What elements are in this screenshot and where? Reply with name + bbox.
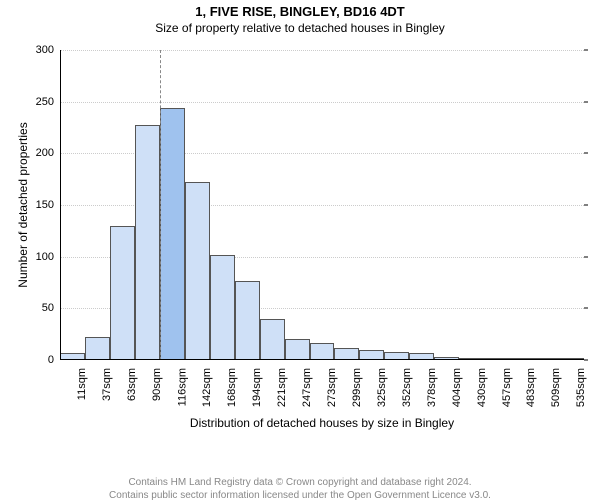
x-tick-label: 378sqm: [426, 368, 438, 407]
chart-title-2: Size of property relative to detached ho…: [0, 21, 600, 35]
bar: [260, 319, 285, 360]
bar: [160, 108, 185, 360]
x-tick-label: 90sqm: [151, 368, 163, 401]
footer-line-1: Contains HM Land Registry data © Crown c…: [0, 476, 600, 489]
bar: [210, 255, 235, 360]
x-tick-label: 509sqm: [551, 368, 563, 407]
y-tick-label: 0: [48, 354, 60, 366]
x-tick-label: 247sqm: [301, 368, 313, 407]
bar: [235, 281, 260, 360]
footer-line-2: Contains public sector information licen…: [0, 489, 600, 502]
x-tick-label: 37sqm: [101, 368, 113, 401]
bar-chart: 050100150200250300 11sqm37sqm63sqm90sqm1…: [60, 50, 584, 360]
bar: [310, 343, 335, 360]
reference-vline: [160, 50, 161, 360]
y-tick-label: 300: [36, 44, 60, 56]
x-tick-label: 483sqm: [526, 368, 538, 407]
x-tick-label: 273sqm: [326, 368, 338, 407]
x-axis-label: Distribution of detached houses by size …: [60, 416, 584, 430]
x-tick-label: 352sqm: [401, 368, 413, 407]
y-tick-label: 250: [36, 96, 60, 108]
y-tick-label: 200: [36, 147, 60, 159]
x-tick-label: 63sqm: [126, 368, 138, 401]
x-tick-label: 299sqm: [351, 368, 363, 407]
gridline: [60, 102, 584, 103]
y-tick-label: 100: [36, 251, 60, 263]
footer-attribution: Contains HM Land Registry data © Crown c…: [0, 476, 600, 502]
bar: [110, 226, 135, 360]
bar: [285, 339, 310, 360]
x-tick-label: 142sqm: [201, 368, 213, 407]
x-tick-label: 168sqm: [226, 368, 238, 407]
bar: [85, 337, 110, 360]
x-tick-label: 116sqm: [176, 368, 188, 406]
x-tick-label: 11sqm: [76, 368, 88, 400]
x-tick-label: 430sqm: [476, 368, 488, 407]
bar: [185, 182, 210, 360]
gridline: [60, 50, 584, 51]
x-tick-label: 325sqm: [376, 368, 388, 407]
x-tick-label: 535sqm: [576, 368, 588, 407]
x-axis-line: [60, 359, 584, 360]
x-tick-label: 221sqm: [276, 368, 288, 407]
y-tick-label: 50: [42, 302, 60, 314]
y-axis-line: [60, 50, 61, 360]
y-axis-label: Number of detached properties: [16, 50, 30, 360]
x-tick-label: 404sqm: [451, 368, 463, 407]
y-tick-label: 150: [36, 199, 60, 211]
x-tick-label: 194sqm: [251, 368, 263, 407]
x-tick-label: 457sqm: [501, 368, 513, 407]
chart-title-1: 1, FIVE RISE, BINGLEY, BD16 4DT: [0, 4, 600, 19]
bar: [135, 125, 160, 360]
